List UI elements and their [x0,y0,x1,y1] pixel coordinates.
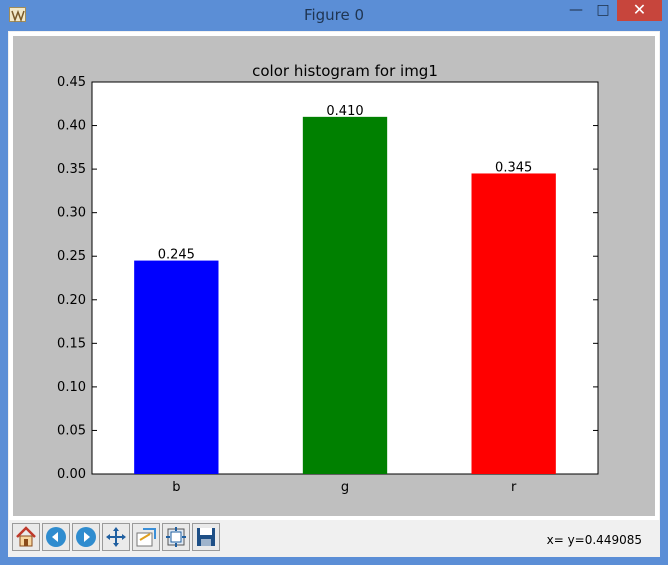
save-icon [197,528,215,546]
y-tick-label: 0.05 [57,423,86,438]
pan-button[interactable] [102,523,130,551]
bar-g [302,116,388,474]
bars [134,116,556,474]
forward-icon [76,527,96,547]
y-tick-label: 0.30 [57,206,86,221]
y-tick-label: 0.15 [57,336,86,351]
bar-value-label: 0.345 [495,160,532,175]
y-tick-label: 0.00 [57,467,86,482]
y-tick-label: 0.20 [57,293,86,308]
y-tick-label: 0.35 [57,162,86,177]
home-button[interactable] [12,523,40,551]
bar-value-label: 0.410 [326,104,363,119]
subplots-button[interactable] [162,523,190,551]
bar-value-label: 0.245 [158,248,195,263]
y-tick-label: 0.45 [57,75,86,90]
subplots-icon [166,527,186,547]
y-tick-label: 0.25 [57,249,86,264]
y-tick-label: 0.40 [57,119,86,134]
chart-title: color histogram for img1 [252,62,438,80]
back-button[interactable] [42,523,70,551]
bar-chart: color histogram for img1 0.00 0.05 0.10 0.1… [57,62,599,495]
bar-r [471,173,556,474]
zoom-icon [136,528,156,547]
x-tick-label: g [341,480,349,495]
minimize-button[interactable]: — [569,2,583,18]
zoom-button[interactable] [132,523,160,551]
home-icon [16,526,36,547]
axis-ticks: 0.00 0.05 0.10 0.15 0.20 0.25 0.30 0.35 0.40 0.45 [57,75,598,482]
x-tick-label: b [172,480,180,495]
y-tick-label: 0.10 [57,380,86,395]
close-button[interactable]: ✕ [617,0,662,21]
canvas-frame: color histogram for img1 0.00 0.05 0.10 0.1… [9,32,659,520]
figure-client-area: color histogram for img1 0.00 0.05 0.10 0.1… [8,31,660,557]
bar-b [134,260,219,474]
x-tick-label: r [511,480,517,495]
maximize-button[interactable]: □ [596,2,610,18]
navigation-toolbar: x= y=0.449085 [8,521,660,557]
save-button[interactable] [192,523,220,551]
forward-button[interactable] [72,523,100,551]
back-icon [46,527,66,547]
pan-icon [106,527,126,547]
coordinate-readout: x= y=0.449085 [546,533,642,547]
window-title: Figure 0 [303,6,365,24]
app-icon[interactable] [9,7,26,23]
figure-canvas[interactable]: color histogram for img1 0.00 0.05 0.10 0.1… [13,36,655,516]
title-bar[interactable]: Figure 0 — □ ✕ [0,0,668,31]
labels: 0.245 b 0.410 g 0.345 r [158,104,533,495]
